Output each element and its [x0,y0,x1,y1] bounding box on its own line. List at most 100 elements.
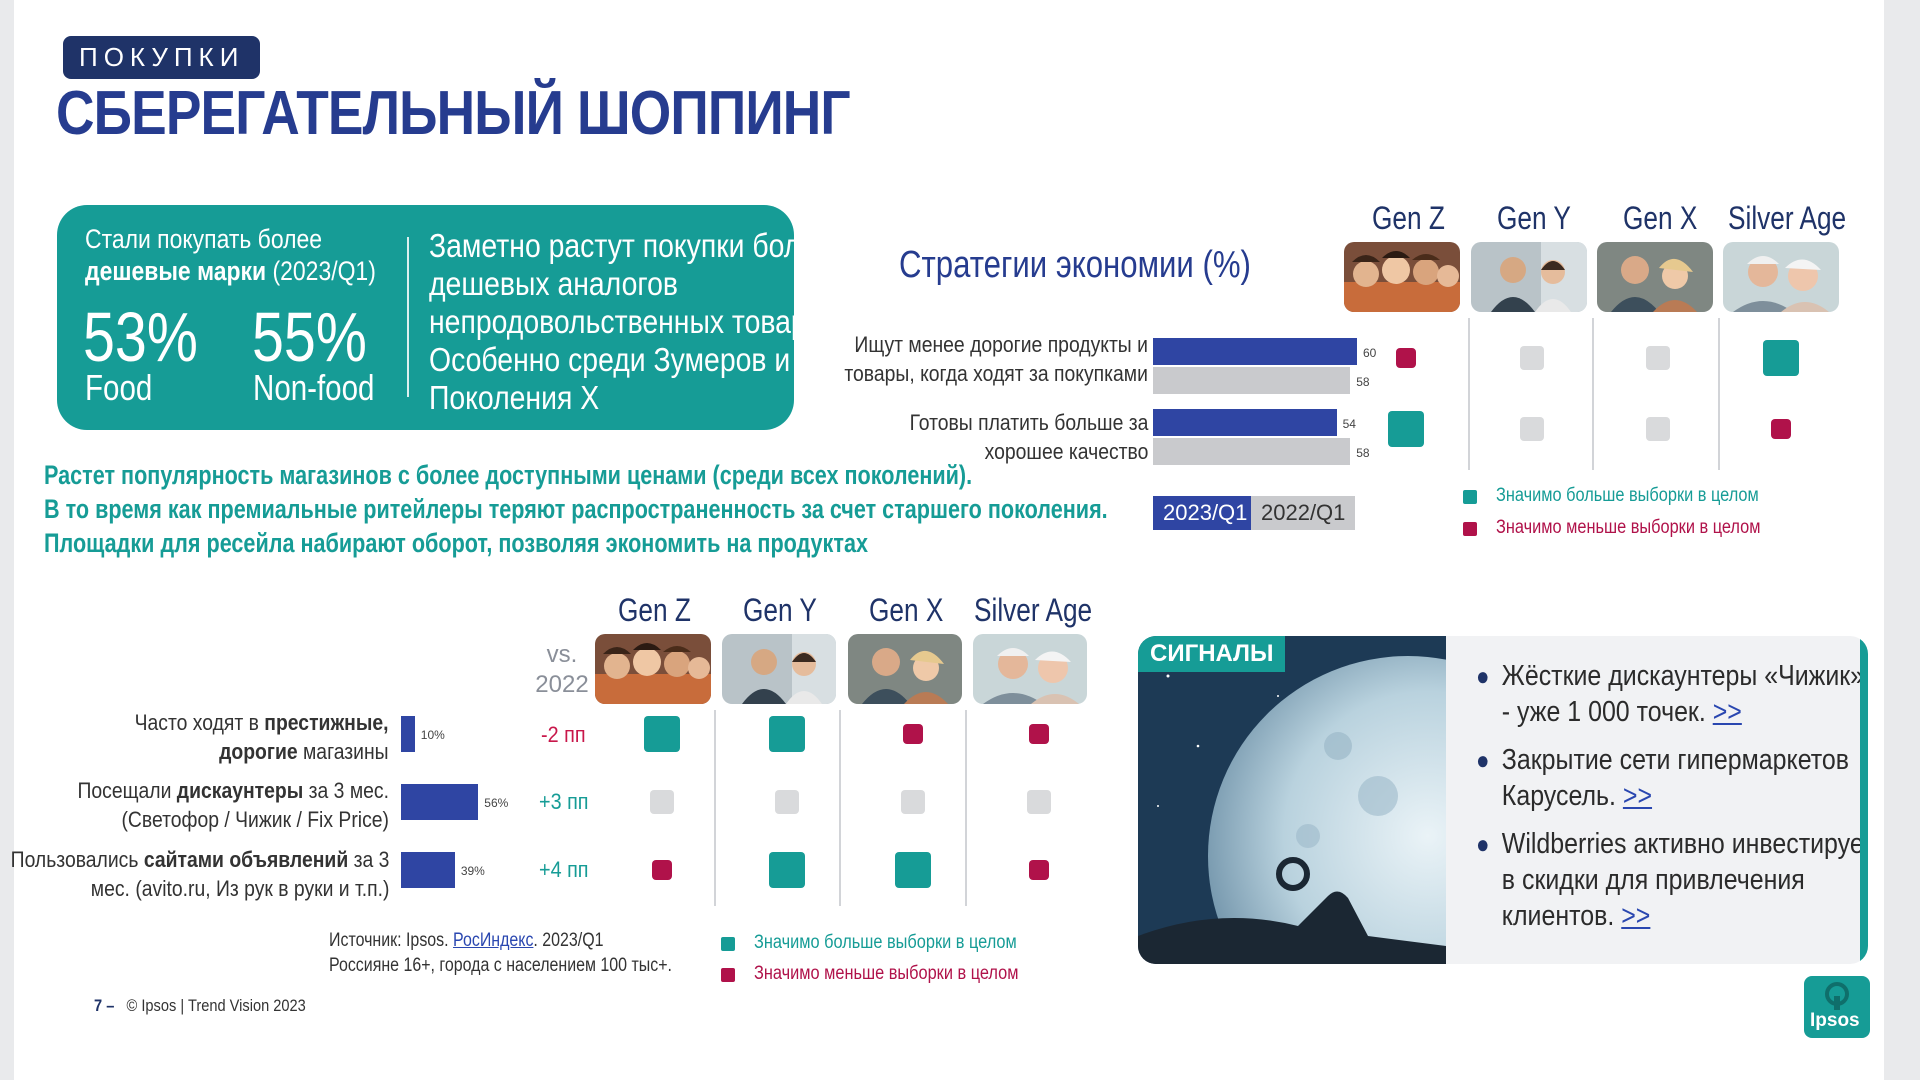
grid-line [1592,318,1594,470]
source-link[interactable]: РосИндекс [453,930,534,951]
strategy-row-label: Ищут менее дорогие продукты и товары, ко… [844,330,1148,388]
bar-2023 [1153,409,1337,436]
label-part: Посещали [77,778,177,803]
strategy-row-label-line: хорошее качество [984,439,1148,464]
period-previous-chip: 2022/Q1 [1251,496,1356,530]
highlight-label-line1: Стали покупать более [85,224,323,254]
grid-line [1468,318,1470,470]
highlight-text-line: Поколения Х [429,379,600,416]
signals-list: ● Жёсткие дискаунтеры «Чижик» - уже 1 00… [1476,658,1868,946]
signal-marker [775,790,799,814]
strategy-row-label-line: товары, когда ходят за покупками [844,361,1148,386]
store-row-label: Часто ходят в престижные, дорогие магази… [135,708,389,766]
bullet-icon: ● [1476,661,1490,691]
signal-link[interactable]: >> [1712,696,1742,728]
label-part: Часто ходят в [135,710,265,735]
gen-x-photo [1597,242,1713,312]
signal-marker [1520,346,1544,370]
store-bar [401,852,455,888]
highlight-label-bold: дешевые марки [85,256,267,286]
vs-label: vs. 2022 [522,640,602,700]
store-row-label: Пользовались сайтами объявлений за 3 мес… [10,845,389,903]
bar-value-label: 60 [1363,346,1377,360]
highlight-divider [407,237,409,397]
label-part: магазины [298,739,389,764]
strategy-row-label-line: Готовы платить больше за [909,410,1148,435]
legend-less-swatch [1463,522,1477,536]
gen-header-y: Gen Y [1497,200,1571,236]
signal-marker [1771,419,1791,439]
store-row-label: Посещали дискаунтеры за 3 мес. (Светофор… [78,776,389,834]
silver-age-photo [973,634,1087,704]
highlight-label-suffix: (2023/Q1) [266,256,376,286]
grid-line [714,710,716,906]
summary-line: В то время как премиальные ритейлеры тер… [44,494,1108,524]
gen-z-photo [595,634,711,704]
gen-header-z: Gen Z [1372,200,1445,236]
copyright: © Ipsos | Trend Vision 2023 [126,996,306,1015]
label-part: Пользовались [10,847,144,872]
signal-marker [1029,860,1049,880]
signal-link[interactable]: >> [1621,900,1651,932]
legend-more-swatch [1463,490,1477,504]
footer: 7 – © Ipsos | Trend Vision 2023 [94,996,306,1016]
strategy-row-label: Готовы платить больше за хорошее качеств… [909,408,1148,466]
bar-2022 [1153,438,1351,465]
source-note: Источник: Ipsos. РосИндекс. 2023/Q1 Росс… [329,928,672,978]
source-line2: Россияне 16+, города с населением 100 ты… [329,955,672,976]
signal-marker [901,790,925,814]
signal-marker [1763,340,1799,376]
ipsos-logo: Ipsos [1804,976,1870,1038]
signal-line: клиентов. [1501,900,1622,932]
signal-marker [903,724,923,744]
source-prefix: Источник: Ipsos. [329,930,454,951]
signal-link[interactable]: >> [1622,780,1653,812]
signal-marker [1027,790,1051,814]
legend-less-label: Значимо меньше выборки в целом [754,963,1019,984]
legend-less-label: Значимо меньше выборки в целом [1496,517,1761,538]
label-part-bold: дорогие [219,739,299,764]
highlight-label: Стали покупать более дешевые марки (2023… [85,223,376,287]
signal-line: Карусель. [1501,780,1623,812]
signal-item: ● Закрытие сети гипермаркетов Карусель. … [1476,742,1868,814]
source-suffix: . 2023/Q1 [533,930,604,951]
gen-header-z: Gen Z [618,592,691,628]
gen-header-silver: Silver Age [1728,200,1847,236]
signal-marker [1388,411,1424,447]
vs-label-line: vs. [546,641,578,668]
silver-age-photo [1723,242,1839,312]
store-bar-value: 56% [484,796,509,810]
signal-line: Wildberries активно инвестирует [1501,828,1868,860]
signal-item: ● Wildberries активно инвестирует в скид… [1476,826,1868,934]
signal-marker [1520,417,1544,441]
gen-z-photo [1344,242,1460,312]
store-bar [401,716,415,752]
change-value: +3 пп [539,789,589,814]
signal-marker [895,852,931,888]
signal-marker [644,716,680,752]
grid-line [965,710,967,906]
label-part-bold: престижные, [264,710,389,735]
section-tag: ПОКУПКИ [63,36,261,79]
highlight-text-line: Особенно среди Зумеров и [429,341,791,378]
page-number: 7 – [94,996,115,1015]
change-value: -2 пп [541,722,586,747]
signal-marker [1396,348,1416,368]
label-part-bold: сайтами объявлений [143,847,348,872]
highlight-box: Стали покупать более дешевые марки (2023… [57,205,845,430]
signal-line: Закрытие сети гипермаркетов [1501,744,1850,776]
store-bar-value: 10% [420,728,445,742]
summary-line: Растет популярность магазинов с более до… [44,460,973,490]
highlight-text-line: непродовольственных товаров. [429,303,846,340]
label-part-bold: дискаунтеры [176,778,304,803]
signals-tag: СИГНАЛЫ [1138,636,1286,672]
moon-illustration [1138,636,1608,964]
grid-line [1718,318,1720,470]
signal-marker [1646,417,1670,441]
bullet-icon: ● [1476,829,1490,859]
legend-less-swatch [721,968,735,982]
signals-panel: СИГНАЛЫ ● Жёсткие дискаунтеры «Чижик» - … [1138,636,1868,964]
gen-header-y: Gen Y [743,592,817,628]
bar-2023 [1153,338,1357,365]
strategy-row-label-line: Ищут менее дорогие продукты и [854,332,1148,357]
